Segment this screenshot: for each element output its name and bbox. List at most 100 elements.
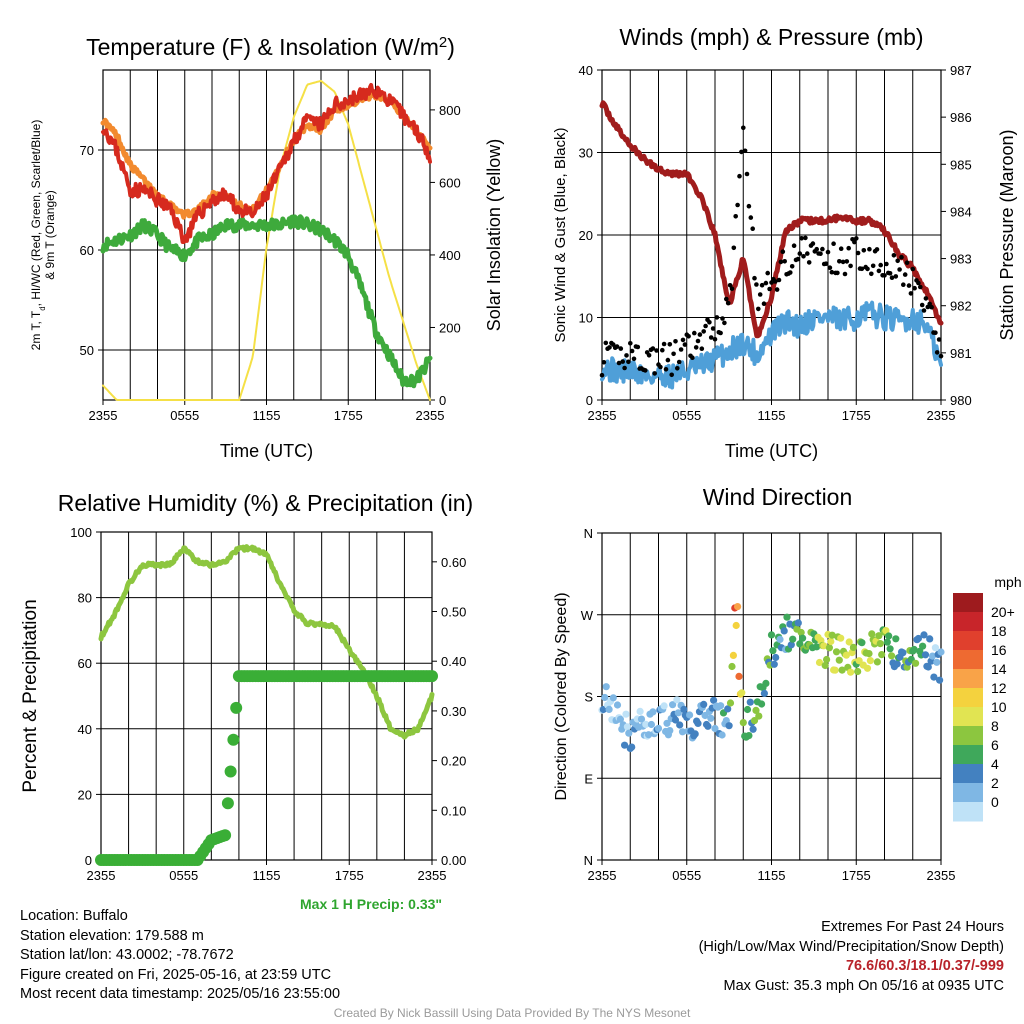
y-tick-label: N: [584, 526, 593, 541]
gust-point: [923, 296, 929, 301]
gust-point: [626, 359, 631, 365]
gust-point: [897, 267, 902, 272]
credit-line: Created By Nick Bassill Using Data Provi…: [333, 1006, 691, 1020]
direction-point: [827, 637, 835, 646]
series-2m-temp-line: [101, 82, 432, 244]
station-info: Location: Buffalo Station elevation: 179…: [20, 907, 340, 1005]
direction-point: [700, 700, 708, 709]
direction-point: [920, 631, 928, 639]
gust-point: [912, 285, 917, 291]
colorbar-label: 0: [991, 794, 999, 810]
x-tick-label: 2355: [588, 868, 617, 883]
direction-point: [704, 722, 712, 730]
direction-point: [666, 727, 674, 735]
gust-point: [725, 300, 731, 306]
gust-point: [933, 330, 938, 336]
x-tick-label: 1755: [842, 408, 871, 423]
gust-point: [870, 263, 876, 269]
direction-point: [678, 728, 687, 736]
direction-point: [820, 642, 828, 650]
x-tick-label: 1755: [842, 868, 871, 883]
y-tick-label: 30: [579, 146, 593, 161]
direction-point: [933, 658, 941, 666]
winds-x-axis-label: Time (UTC): [725, 441, 818, 461]
direction-point: [621, 741, 629, 749]
direction-point: [710, 696, 718, 704]
colorbar-swatch: [953, 612, 983, 632]
direction-point: [616, 715, 625, 723]
y-tick-label: 50: [80, 343, 94, 358]
gust-point: [844, 259, 850, 264]
y-tick-label: 70: [80, 143, 94, 158]
direction-point: [671, 716, 680, 724]
colorbar-swatch: [953, 745, 983, 765]
gust-point: [708, 335, 714, 340]
gust-point: [827, 265, 833, 271]
colorbar-swatch: [953, 650, 983, 670]
direction-point: [815, 658, 824, 667]
direction-point: [725, 722, 733, 730]
direction-point: [669, 701, 677, 709]
gust-point: [916, 280, 921, 286]
y-tick-label: 40: [78, 722, 92, 737]
gust-point: [603, 340, 609, 346]
gust-point: [699, 346, 705, 352]
direction-point: [899, 649, 907, 657]
gust-point: [789, 264, 795, 269]
direction-point: [755, 712, 763, 720]
direction-point: [919, 642, 927, 650]
gust-point: [754, 282, 759, 287]
y2-tick-label: 982: [950, 299, 972, 314]
x-tick-label: 2355: [927, 868, 956, 883]
y-tick-label: 100: [70, 525, 92, 540]
gust-point: [658, 364, 663, 370]
series-wind-line: [600, 300, 943, 390]
colorbar-swatch: [953, 688, 983, 708]
colorbar-title: mph: [994, 574, 1021, 590]
gust-point: [842, 271, 848, 277]
y-tick-label: N: [584, 853, 593, 868]
gust-point: [899, 254, 904, 260]
direction-point: [858, 639, 866, 647]
temperature-title-part: 2: [439, 34, 447, 51]
gust-point: [718, 330, 723, 336]
y2-tick-label: 0.20: [441, 754, 466, 769]
gust-point: [686, 334, 691, 339]
gust-point: [744, 171, 750, 177]
gust-point: [840, 259, 846, 265]
gust-point: [724, 296, 729, 302]
gust-point: [895, 258, 900, 264]
gust-point: [731, 245, 737, 251]
y-tick-label: 80: [78, 591, 92, 606]
gust-point: [919, 302, 925, 308]
gust-point: [660, 347, 665, 353]
x-tick-label: 0555: [169, 868, 198, 883]
direction-point: [924, 663, 932, 671]
direction-point: [645, 731, 653, 739]
colorbar-label: 12: [991, 680, 1007, 696]
y2-tick-label: 984: [950, 204, 972, 219]
gust-point: [673, 339, 678, 344]
direction-point: [912, 659, 920, 667]
y2-tick-label: 600: [439, 175, 461, 190]
direction-point: [739, 719, 747, 727]
direction-point: [926, 635, 934, 643]
colorbar-swatch: [953, 631, 983, 651]
direction-point: [770, 660, 778, 668]
extremes-values: 76.6/60.3/18.1/0.37/-999: [845, 958, 1004, 974]
y-tick-label: 0: [586, 393, 593, 408]
gust-point: [806, 260, 812, 265]
direction-point: [602, 683, 610, 691]
humidity-title: Relative Humidity (%) & Precipitation (i…: [58, 490, 473, 516]
extremes-description: (High/Low/Max Wind/Precipitation/Snow De…: [698, 938, 1004, 955]
gust-point: [799, 236, 804, 241]
gust-point: [929, 304, 934, 310]
gust-point: [756, 306, 761, 312]
direction-point: [797, 628, 805, 637]
direction-point: [910, 645, 918, 654]
gust-point: [825, 249, 831, 255]
direction-point: [601, 693, 609, 702]
series-rh-line: [98, 544, 435, 740]
direction-point: [886, 645, 894, 653]
direction-point: [823, 655, 831, 664]
